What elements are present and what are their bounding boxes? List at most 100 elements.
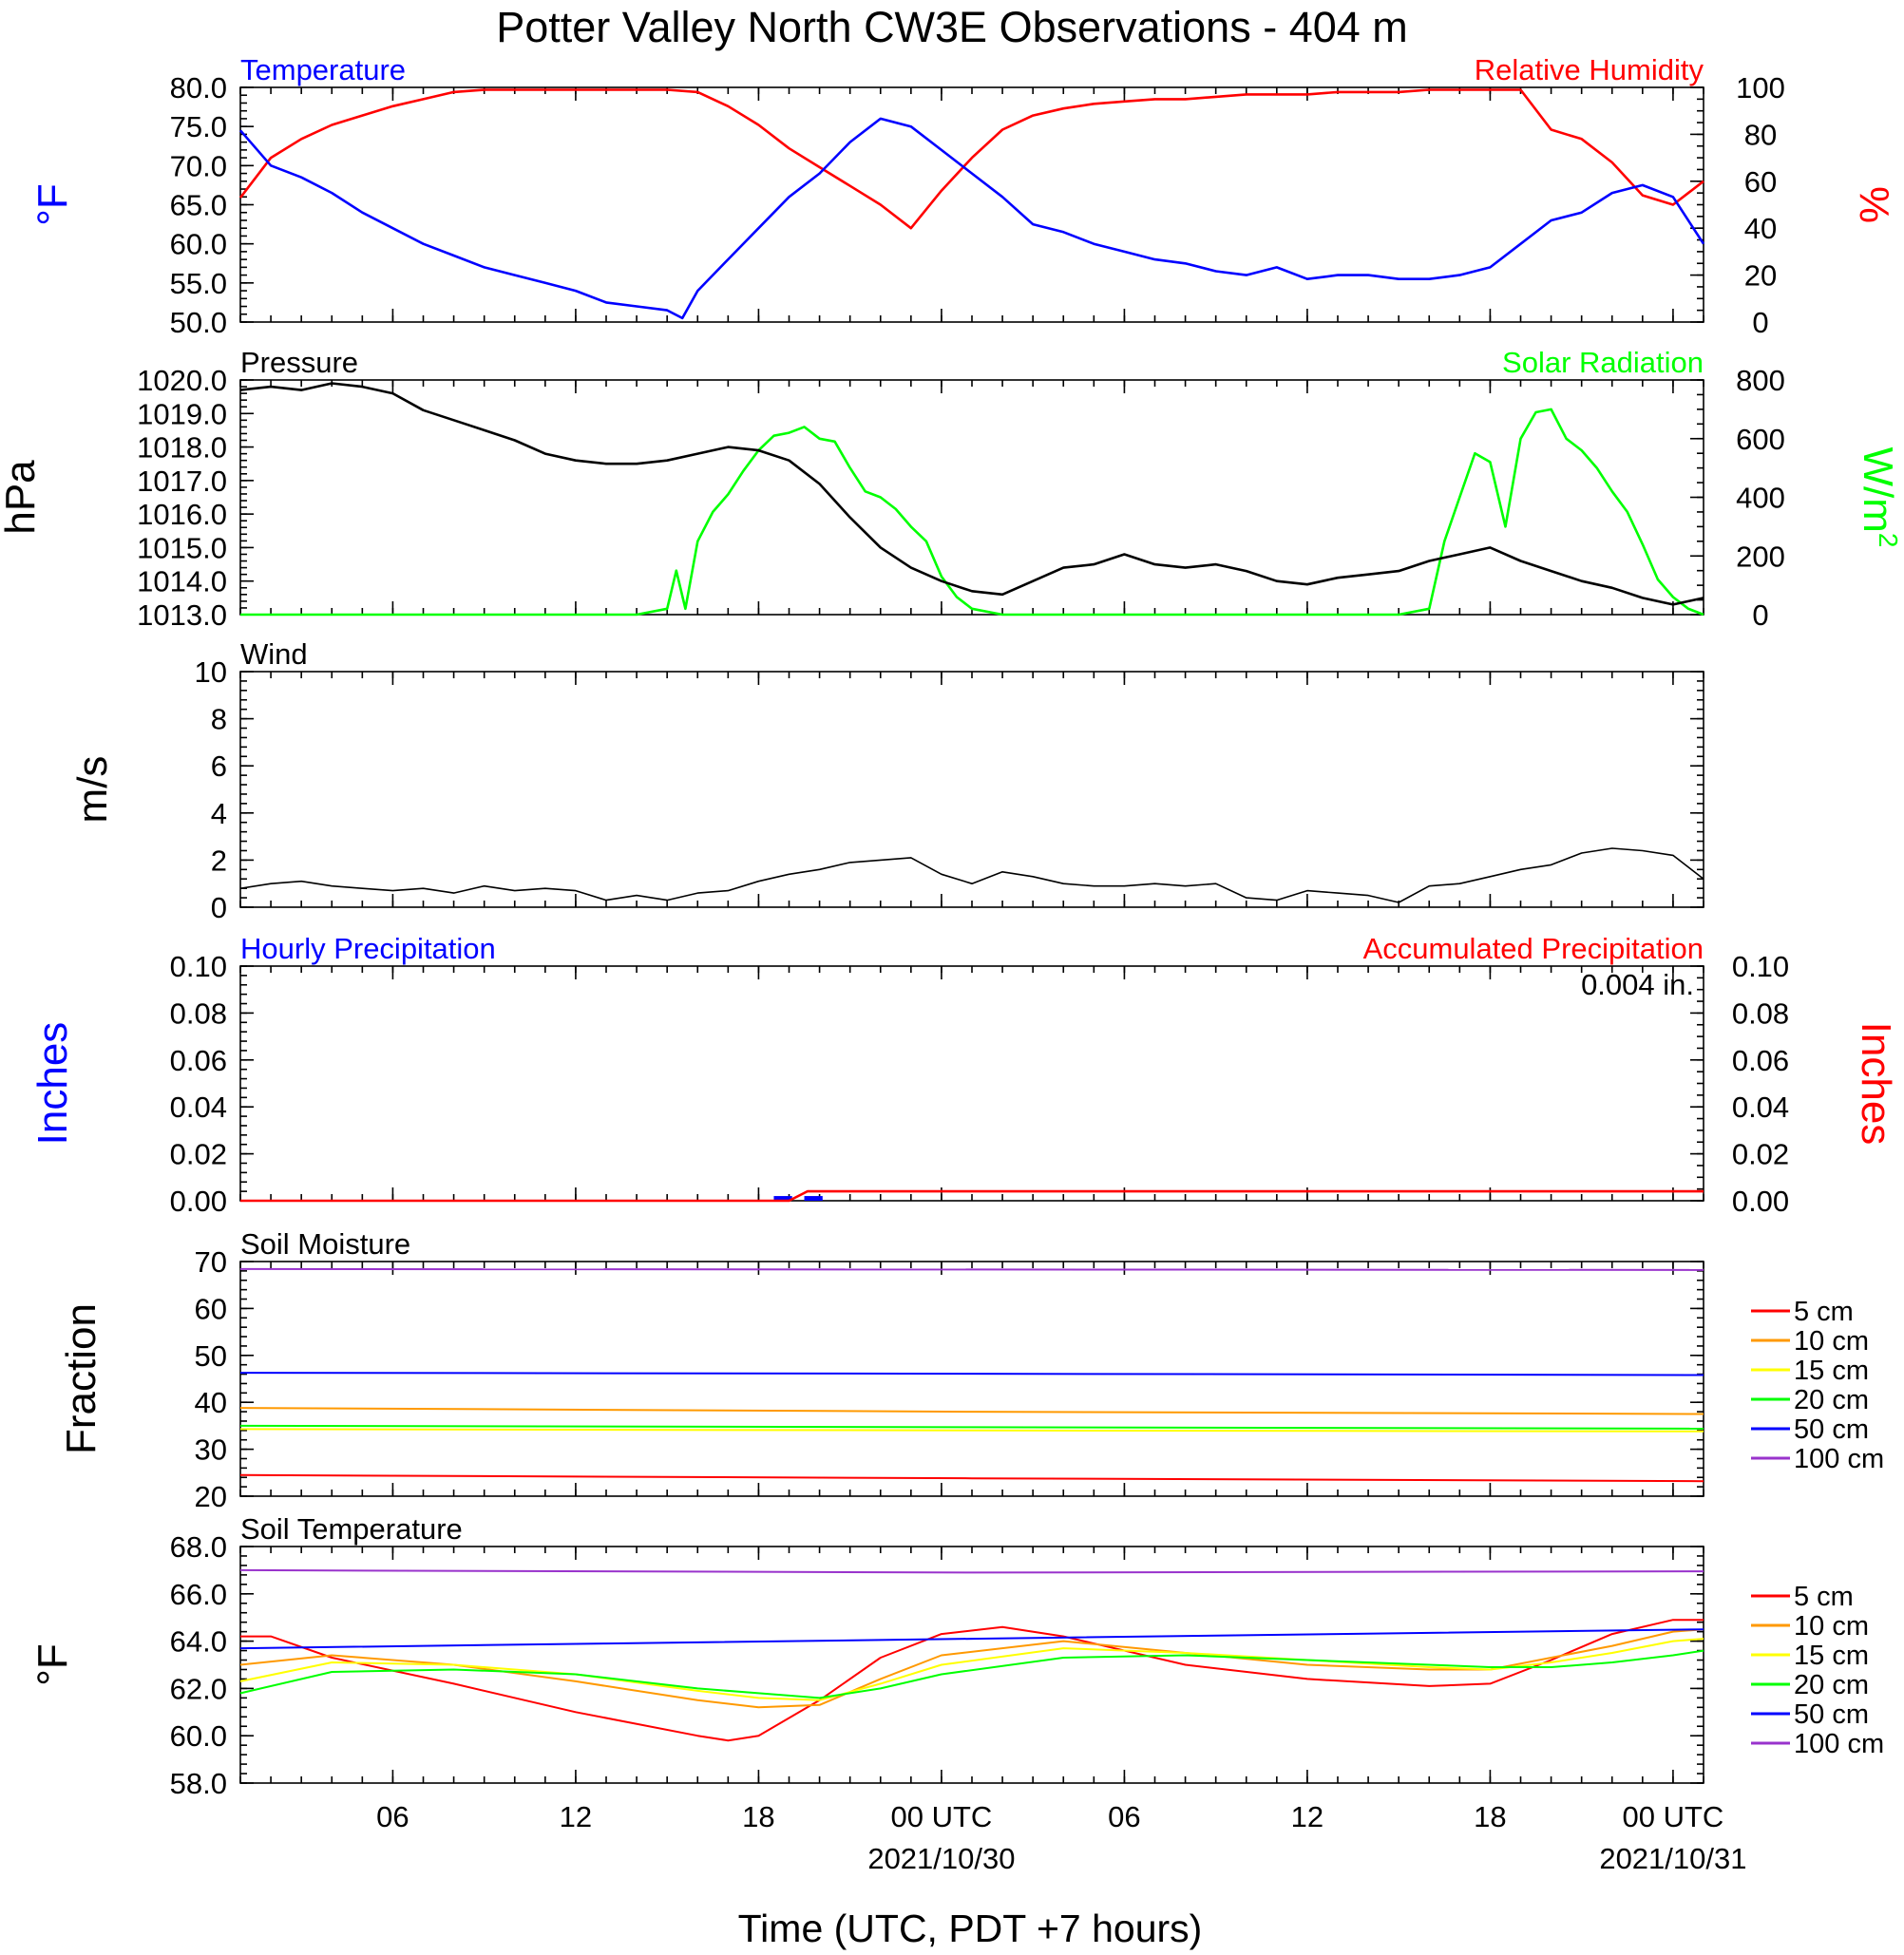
y-right-tick-label: 20: [1744, 259, 1777, 293]
soil-moisture-line: [239, 1372, 1704, 1376]
y-right-tick-label: 100: [1736, 71, 1785, 104]
wind-left-title: Wind: [240, 637, 308, 671]
accumulated-precip-line: [240, 1189, 1704, 1203]
y-right-tick-label: 800: [1736, 364, 1785, 397]
temp_rh-frame: [239, 86, 1704, 323]
y-left-tick-label: 64.0: [170, 1625, 227, 1659]
precip-right-ylabel: Inches: [1853, 1022, 1899, 1146]
y-left-tick-label: 1019.0: [137, 397, 227, 430]
x-axis: Time (UTC, PDT +7 hours) 06 12 18 00 UTC 06 1…: [376, 1800, 1746, 1950]
y-left-tick-label: 4: [211, 797, 227, 830]
soil-temperature-line: [239, 1568, 1704, 1574]
wind-speed-line: [239, 847, 1704, 903]
y-right-tick-label: 200: [1736, 540, 1785, 573]
y-left-tick-label: 1013.0: [137, 598, 227, 632]
soil-moisture-line: [239, 1473, 1704, 1483]
pressure_solar-right-title: Solar Radiation: [1502, 346, 1704, 379]
panel-precip: 0.00 0.02 0.04 0.06 0.08 0.10 0.00 0.02 0.04 0.06…: [29, 932, 1899, 1218]
y-right-tick-label: 0.04: [1732, 1091, 1789, 1124]
main-title: Potter Valley North CW3E Observations - …: [496, 3, 1408, 51]
y-left-tick-label: 80.0: [170, 71, 227, 104]
soil-moisture-line: [239, 1267, 1704, 1271]
solar-radiation-line: [240, 408, 1704, 617]
x-date-label: 2021/10/31: [1599, 1842, 1746, 1875]
temp_rh-right-ylabel: %: [1851, 186, 1897, 223]
soil-moisture-line: [239, 1428, 1704, 1433]
y-right-tick-label: 0.10: [1732, 950, 1789, 983]
y-left-tick-label: 66.0: [170, 1578, 227, 1611]
y-left-tick-label: 1018.0: [137, 431, 227, 465]
panel-temp_rh: 50.0 55.0 60.0 65.0 70.0 75.0 80.0 0 20 40 60 80 100…: [29, 53, 1897, 339]
soil_moisture-frame: [239, 1261, 1704, 1497]
y-right-tick-label: 0.02: [1732, 1138, 1789, 1171]
y-right-tick-label: 0.00: [1732, 1185, 1789, 1218]
y-left-tick-label: 2: [211, 844, 227, 877]
x-date-label: 2021/10/30: [867, 1842, 1015, 1875]
precip-right-title: Accumulated Precipitation: [1363, 932, 1704, 965]
temp_rh-left-ylabel: °F: [29, 183, 76, 225]
temperature-line: [239, 117, 1705, 320]
legend-label: 5 cm: [1794, 1582, 1854, 1612]
soil_temp-left-ylabel: °F: [29, 1643, 76, 1685]
soil-temperature-line: [239, 1628, 1704, 1650]
y-right-tick-label: 600: [1736, 423, 1785, 456]
y-left-tick-label: 0.06: [170, 1044, 227, 1077]
legend-label: 10 cm: [1794, 1326, 1869, 1357]
pressure-line: [239, 382, 1704, 606]
legend-label: 20 cm: [1794, 1385, 1869, 1415]
pressure_solar-right-ylabel: W/m2: [1855, 447, 1903, 548]
y-left-tick-label: 55.0: [170, 267, 227, 300]
legend-label: 50 cm: [1794, 1414, 1869, 1445]
x-tick-label: 12: [560, 1800, 592, 1833]
panel-pressure_solar: 1013.01014.01015.01016.01017.01018.01019…: [0, 346, 1903, 632]
y-right-tick-label: 0.06: [1732, 1044, 1789, 1077]
y-left-tick-label: 1017.0: [137, 465, 227, 498]
panels: 50.055.060.065.070.075.080.0020406080100…: [0, 53, 1903, 1800]
x-tick-label: 06: [376, 1800, 409, 1833]
y-right-tick-label: 0: [1752, 598, 1768, 632]
y-left-tick-label: 68.0: [170, 1530, 227, 1564]
y-right-tick-label: 0.08: [1732, 996, 1789, 1030]
hourly-precip-bar: [773, 1196, 792, 1201]
panel-soil_moisture: 20 30 40 50 60 70 Soil Moisture Fraction 5 cm10 …: [58, 1227, 1884, 1513]
panel-soil_temp: 58.0 60.0 62.0 64.0 66.0 68.0 Soil Temperature…: [29, 1512, 1884, 1800]
y-left-tick-label: 58.0: [170, 1767, 227, 1800]
wind-left-ylabel: m/s: [69, 756, 116, 824]
y-left-tick-label: 65.0: [170, 189, 227, 222]
wind-frame: [239, 671, 1704, 908]
hourly-precip-bar: [804, 1196, 823, 1201]
y-left-tick-label: 60.0: [170, 228, 227, 261]
precip-left-title: Hourly Precipitation: [240, 932, 496, 965]
y-left-tick-label: 0: [211, 891, 227, 924]
pressure_solar-right-ylabel-sup: 2: [1874, 533, 1903, 548]
soil-moisture-line: [239, 1407, 1704, 1415]
y-left-tick-label: 0.04: [170, 1091, 227, 1124]
x-tick-label: 06: [1108, 1800, 1140, 1833]
y-left-tick-label: 60: [195, 1292, 227, 1325]
y-left-tick-label: 6: [211, 750, 227, 783]
y-right-tick-label: 60: [1744, 165, 1777, 199]
legend-label: 5 cm: [1794, 1297, 1854, 1327]
temp_rh-left-title: Temperature: [240, 53, 406, 86]
x-axis-label: Time (UTC, PDT +7 hours): [738, 1907, 1203, 1950]
temp_rh-right-title: Relative Humidity: [1475, 53, 1704, 86]
y-left-tick-label: 50: [195, 1339, 227, 1373]
pressure_solar-frame: [239, 379, 1704, 616]
y-left-tick-label: 1020.0: [137, 364, 227, 397]
legend-label: 15 cm: [1794, 1356, 1869, 1386]
precip-total-label: 0.004 in.: [1581, 968, 1694, 1001]
soil_moisture-left-title: Soil Moisture: [240, 1227, 410, 1261]
x-tick-label: 18: [1474, 1800, 1506, 1833]
soil_temp-left-title: Soil Temperature: [240, 1512, 463, 1546]
y-left-tick-label: 70.0: [170, 149, 227, 182]
pressure_solar-left-title: Pressure: [240, 346, 358, 379]
precip-left-ylabel: Inches: [29, 1022, 76, 1146]
legend-label: 50 cm: [1794, 1699, 1869, 1730]
y-right-tick-label: 80: [1744, 118, 1777, 151]
y-left-tick-label: 30: [195, 1433, 227, 1467]
y-left-tick-label: 10: [195, 655, 227, 689]
soil-moisture-line: [239, 1424, 1704, 1430]
y-left-tick-label: 8: [211, 703, 227, 736]
y-left-tick-label: 62.0: [170, 1672, 227, 1705]
